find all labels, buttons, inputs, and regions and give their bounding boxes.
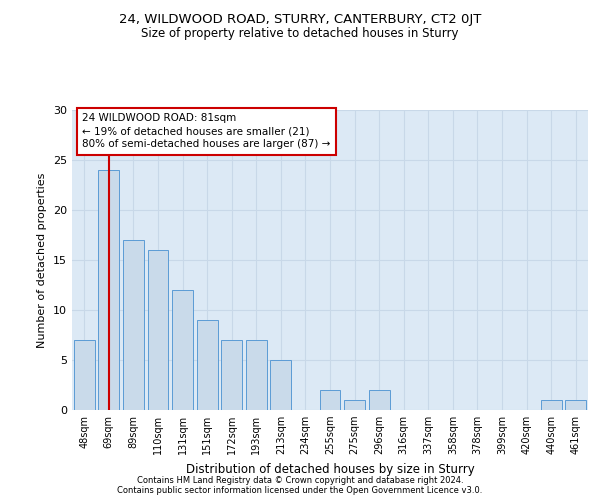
Bar [541, 400, 562, 410]
Bar [344, 400, 365, 410]
Bar [221, 340, 242, 410]
X-axis label: Distribution of detached houses by size in Sturry: Distribution of detached houses by size … [185, 462, 475, 475]
Text: Contains public sector information licensed under the Open Government Licence v3: Contains public sector information licen… [118, 486, 482, 495]
Bar [172, 290, 193, 410]
Text: 24, WILDWOOD ROAD, STURRY, CANTERBURY, CT2 0JT: 24, WILDWOOD ROAD, STURRY, CANTERBURY, C… [119, 12, 481, 26]
Text: Contains HM Land Registry data © Crown copyright and database right 2024.: Contains HM Land Registry data © Crown c… [137, 476, 463, 485]
Bar [148, 250, 169, 410]
Text: Size of property relative to detached houses in Sturry: Size of property relative to detached ho… [141, 28, 459, 40]
Bar [368, 390, 389, 410]
Bar [197, 320, 218, 410]
Bar [565, 400, 586, 410]
Bar [246, 340, 267, 410]
Bar [98, 170, 119, 410]
Bar [320, 390, 340, 410]
Y-axis label: Number of detached properties: Number of detached properties [37, 172, 47, 348]
Text: 24 WILDWOOD ROAD: 81sqm
← 19% of detached houses are smaller (21)
80% of semi-de: 24 WILDWOOD ROAD: 81sqm ← 19% of detache… [82, 113, 331, 150]
Bar [123, 240, 144, 410]
Bar [74, 340, 95, 410]
Bar [271, 360, 292, 410]
